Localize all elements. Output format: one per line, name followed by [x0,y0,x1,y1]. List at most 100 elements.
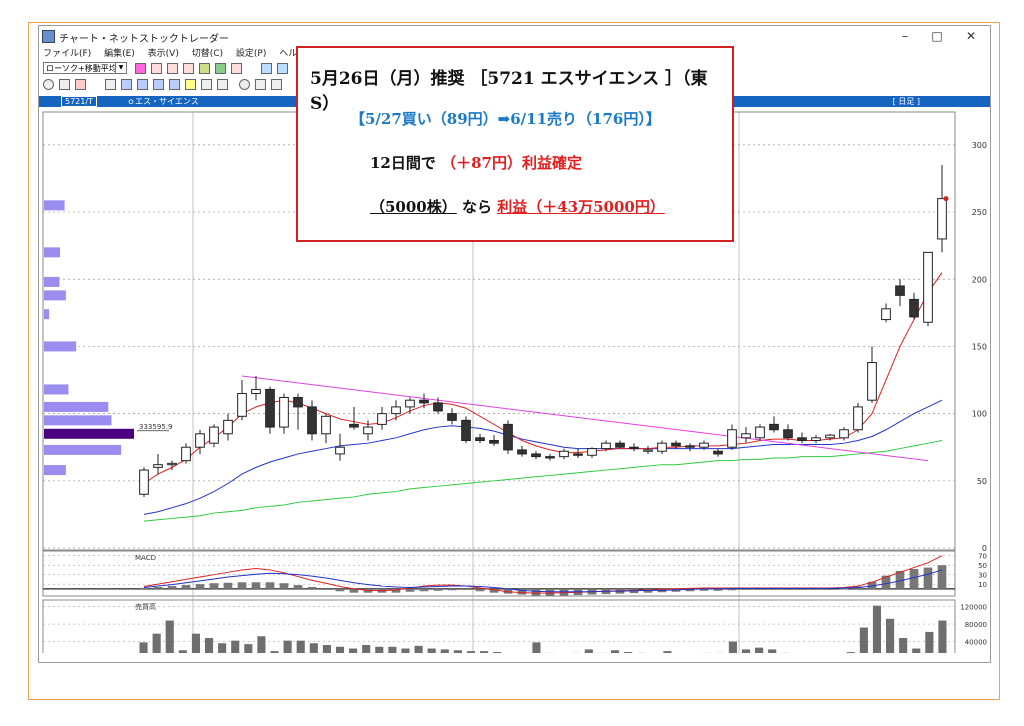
minimize-button[interactable]: – [902,29,908,43]
candle-body [825,434,835,439]
menu-view[interactable]: 表示(V) [147,49,179,59]
candle-body [657,442,667,452]
macd-title: MACD [135,554,156,562]
volume-bar [178,650,187,659]
indicator-icon[interactable] [169,79,180,90]
chart-tool-icon[interactable] [167,63,178,74]
page-frame [28,22,1000,700]
macd-histogram-bar [839,588,849,590]
macd-histogram-bar [475,588,485,592]
macd-histogram-bar [433,588,443,591]
symbol-code[interactable]: 5721/T [61,96,97,107]
chart-tool-icon[interactable] [215,63,226,74]
chart-type-select[interactable]: ローソク+移動平均 ▼ [43,62,127,74]
candle-body [713,450,723,455]
macd-histogram-bar [447,588,457,591]
candle-body [531,453,541,458]
close-button[interactable]: ✕ [965,29,977,43]
crosshair-icon[interactable] [43,79,54,90]
macd-histogram-bar [293,585,303,589]
volume-bar [165,620,174,659]
volume-bar [414,645,423,659]
volume-profile-bar [44,200,65,211]
volume-bar [728,641,737,659]
volume-bar [899,638,908,659]
period-label[interactable]: [ 日足 ] [892,97,920,106]
volume-bar [349,648,358,659]
callout-profit-points: （＋87円）利益確定 [441,154,582,172]
last-price-marker [943,196,949,202]
macd-histogram-bar [349,588,359,593]
volume-bar [872,605,882,659]
candle-body [685,445,695,448]
volume-profile-bar [44,401,109,412]
callout-shares: （5000株） [370,198,457,216]
draw-tool-icon[interactable] [105,79,116,90]
macd-histogram-bar [321,588,331,590]
zoom-out-icon[interactable] [255,79,266,90]
maximize-button[interactable]: □ [931,29,943,43]
volume-bar [139,642,148,659]
volume-bar [440,649,449,659]
volume-bar [755,647,764,659]
chart-tool-icon[interactable] [151,63,162,74]
macd-histogram-bar [195,584,205,589]
menu-settings[interactable]: 設定(P) [235,49,267,59]
chart-tool-icon[interactable] [277,63,288,74]
macd-axis-tick-label: 70 [978,553,987,561]
candle-body [503,423,513,451]
candle-body [895,285,905,296]
volume-profile-bar [44,428,134,439]
macd-histogram-bar [461,588,471,590]
menu-edit[interactable]: 編集(E) [104,49,135,59]
draw-tool-icon[interactable] [75,79,86,90]
chart-tool-icon[interactable] [135,63,146,74]
candle-body [489,440,499,444]
chart-tool-icon[interactable] [199,63,210,74]
chart-tool-icon[interactable] [183,63,194,74]
candle-body [419,399,429,404]
indicator-icon[interactable] [153,79,164,90]
indicator-icon[interactable] [121,79,132,90]
volume-bar [257,636,266,659]
menu-file[interactable]: ファイル(F) [43,49,92,59]
cursor-icon[interactable] [271,79,282,90]
draw-tool-icon[interactable] [217,79,228,90]
volume-bar [886,618,895,659]
toolbar-1: ローソク+移動平均 ▼ [39,62,299,76]
volume-bar [584,649,593,659]
macd-histogram-bar [139,587,149,589]
chart-tool-icon[interactable] [231,63,242,74]
warning-icon[interactable] [185,79,196,90]
indicator-icon[interactable] [137,79,148,90]
callout-profit-amount: 利益（＋43万5000円） [497,198,665,216]
volume-bar [322,645,331,659]
volume-bar [152,633,161,659]
macd-histogram-bar [167,586,177,589]
macd-histogram-bar [881,575,891,589]
macd-histogram-bar [531,588,541,596]
candle-body [587,448,597,456]
candle-body [181,446,191,462]
draw-tool-icon[interactable] [201,79,212,90]
chart-tool-icon[interactable] [261,63,272,74]
candle-body [293,397,303,408]
macd-histogram-bar [251,582,261,589]
candle-body [573,453,583,456]
candle-body [363,426,373,435]
candle-body [153,464,163,468]
price-marker-label: 333595.9 [139,423,172,431]
volume-bar [466,651,476,659]
volume-bar [204,638,214,659]
draw-tool-icon[interactable] [59,79,70,90]
macd-histogram-bar [727,588,737,591]
zoom-icon[interactable] [239,79,250,90]
candle-body [601,442,611,450]
macd-histogram-bar [153,587,163,589]
candle-body [881,308,891,321]
menu-switch[interactable]: 切替(C) [191,49,224,59]
volume-title: 売買高 [135,602,156,611]
candle-body [783,429,793,439]
window-title: チャート・ネットストックトレーダー [59,34,229,45]
volume-bar [309,643,318,659]
